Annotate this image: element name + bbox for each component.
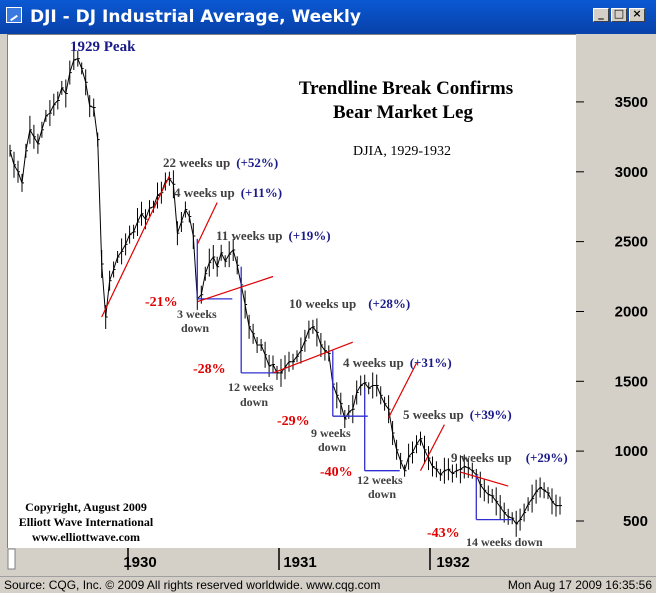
annotation-up-1-pct: (+52%) <box>236 155 278 170</box>
decline-2-weeks: 12 weeks <box>228 380 274 394</box>
decline-4-weeks: 12 weeks <box>357 473 403 487</box>
svg-text:22 weeks up(+52%): 22 weeks up (+52%) <box>163 155 278 170</box>
decline-1-down: down <box>181 321 209 335</box>
close-button[interactable]: × <box>629 7 645 22</box>
trendline <box>197 275 274 303</box>
copyright-line2: Elliott Wave International <box>19 515 154 529</box>
price-series-layer <box>9 50 562 537</box>
x-tick-label-1932: 1932 <box>436 554 469 571</box>
y-tick-label: 3500 <box>615 94 648 111</box>
y-tick-label: 2500 <box>615 234 648 251</box>
decline-4-down: down <box>368 487 396 501</box>
annotation-up-3-pct: (+19%) <box>288 228 330 243</box>
x-axis-strip <box>7 548 576 576</box>
copyright-line3: www.elliottwave.com <box>32 530 140 544</box>
annotation-up-2-pct: (+11%) <box>241 185 282 200</box>
annotation-up-7: 9 weeks up <box>451 450 512 465</box>
chart-subtitle: DJIA, 1929-1932 <box>353 144 451 159</box>
copyright-line1: Copyright, August 2009 <box>25 500 147 514</box>
annotation-up-5: 4 weeks up <box>343 355 404 370</box>
annotation-up-3: 11 weeks up <box>216 228 282 243</box>
trendline <box>388 362 418 418</box>
y-tick-label: 2000 <box>615 304 648 321</box>
chart-title-line1: Trendline Break Confirms <box>299 78 513 99</box>
svg-text:11 weeks up(+19%): 11 weeks up (+19%) <box>216 228 331 243</box>
annotation-up-6-pct: (+39%) <box>470 407 512 422</box>
annotation-up-4: 10 weeks up <box>289 296 356 311</box>
y-tick-label: 3000 <box>615 164 648 181</box>
trendline <box>460 471 509 487</box>
svg-text:4 weeks up(+11%): 4 weeks up (+11%) <box>174 185 282 200</box>
trendlines-layer <box>101 175 509 487</box>
title-bar[interactable]: DJI - DJ Industrial Average, Weekly _ □ … <box>0 0 656 34</box>
decline-3-weeks: 9 weeks <box>311 426 351 440</box>
svg-text:9 weeks up(+29%): 9 weeks up (+29%) <box>451 450 568 465</box>
annotation-up-1: 22 weeks up <box>163 155 230 170</box>
minimize-button[interactable]: _ <box>593 7 609 22</box>
status-bar: Source: CQG, Inc. © 2009 All rights rese… <box>0 576 656 593</box>
chart-svg: Trendline Break Confirms Bear Market Leg… <box>7 39 648 571</box>
x-tick-label-1931: 1931 <box>283 554 316 571</box>
y-tick-label: 500 <box>623 513 648 530</box>
trendline <box>272 341 354 374</box>
annotation-up-4-pct: (+28%) <box>368 296 410 311</box>
annotation-up-2: 4 weeks up <box>174 185 235 200</box>
decline-1-weeks: 3 weeks <box>177 307 217 321</box>
peak-label: 1929 Peak <box>70 39 136 55</box>
maximize-button[interactable]: □ <box>611 7 627 22</box>
chart-title-line2: Bear Market Leg <box>333 102 473 123</box>
decline-5-weeks: 14 weeks down <box>466 535 543 549</box>
source-text: Source: CQG, Inc. © 2009 All rights rese… <box>4 578 381 592</box>
y-axis-ticks: 500 1000 1500 2000 2500 3000 3500 <box>576 94 648 530</box>
decline-3-pct: -29% <box>277 414 310 429</box>
annotation-up-5-pct: (+31%) <box>410 355 452 370</box>
annotation-up-6: 5 weeks up <box>403 407 464 422</box>
decline-2-pct: -28% <box>193 362 226 377</box>
decline-4-pct: -40% <box>320 465 353 480</box>
decline-5-pct: -43% <box>427 526 460 541</box>
decline-2-down: down <box>240 395 268 409</box>
price-line <box>9 57 560 525</box>
y-tick-label: 1500 <box>615 373 648 390</box>
decline-3-down: down <box>318 440 346 454</box>
decline-1-pct: -21% <box>145 295 178 310</box>
y-tick-label: 1000 <box>615 443 648 460</box>
close-icon: × <box>632 7 642 20</box>
y-axis-strip <box>576 34 652 576</box>
x-tick-label-1930: 1930 <box>123 554 156 571</box>
maximize-icon: □ <box>613 7 625 20</box>
x-scroll-thumb[interactable] <box>7 548 16 570</box>
svg-text:5 weeks up(+39%): 5 weeks up (+39%) <box>403 407 512 422</box>
decline-boxes-layer <box>196 238 512 521</box>
annotation-up-7-pct: (+29%) <box>526 450 568 465</box>
window-title: DJI - DJ Industrial Average, Weekly <box>30 7 361 27</box>
timestamp-text: Mon Aug 17 2009 16:35:56 <box>507 578 652 592</box>
chart-app-icon <box>6 7 22 23</box>
svg-text:4 weeks up(+31%): 4 weeks up (+31%) <box>343 355 452 370</box>
trendline <box>419 424 445 471</box>
trendline <box>101 175 170 318</box>
minimize-icon: _ <box>598 7 604 20</box>
trendline <box>196 202 218 245</box>
svg-text:10 weeks up(+28%): 10 weeks up (+28%) <box>289 296 410 311</box>
chart-window: DJI - DJ Industrial Average, Weekly _ □ … <box>0 0 656 576</box>
